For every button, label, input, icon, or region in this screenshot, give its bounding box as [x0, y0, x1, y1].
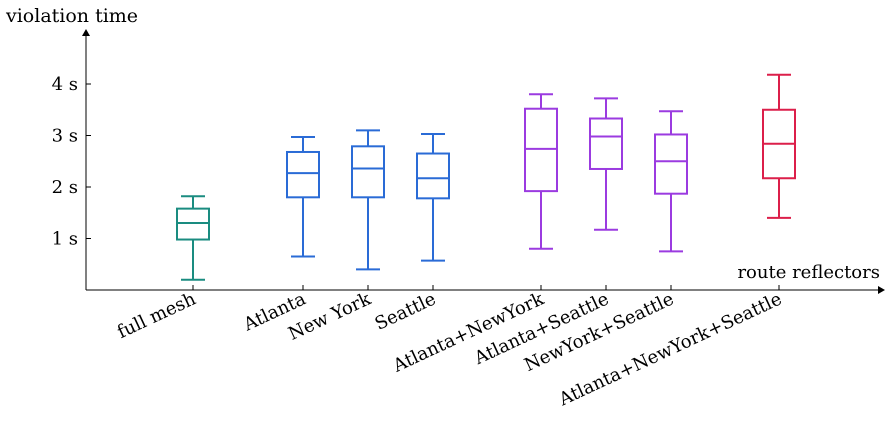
box-body	[351, 145, 385, 199]
box-body	[416, 152, 450, 200]
box-body	[524, 107, 558, 193]
box-5	[524, 93, 558, 250]
y-tick-label: 2 s	[52, 177, 78, 198]
box-body	[286, 150, 320, 199]
y-ticks: 1 s 2 s 3 s 4 s	[52, 74, 91, 250]
y-axis-label: violation time	[5, 5, 138, 27]
axes	[82, 29, 885, 294]
x-axis-label: route reflectors	[737, 262, 880, 283]
boxes	[176, 73, 796, 281]
box-body	[654, 133, 688, 195]
box-body	[589, 117, 623, 170]
box-2	[286, 136, 320, 258]
box-1	[176, 195, 210, 281]
box-3	[351, 129, 385, 271]
box-6	[589, 97, 623, 231]
x-tick-label: full mesh	[114, 288, 199, 343]
y-tick-label: 3 s	[52, 126, 78, 147]
y-tick-label: 1 s	[52, 229, 78, 250]
box-7	[654, 110, 688, 253]
box-4	[416, 132, 450, 262]
x-tick-label: Seattle	[372, 288, 439, 334]
box-8	[762, 73, 796, 219]
y-tick-label: 4 s	[52, 74, 78, 95]
box-body	[176, 207, 210, 241]
